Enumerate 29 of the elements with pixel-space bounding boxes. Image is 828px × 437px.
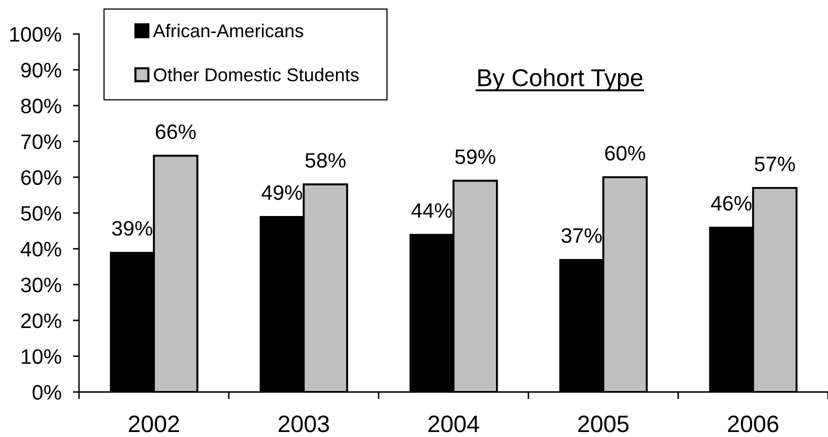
data-label: 57%: [754, 156, 795, 172]
y-tick-label: 0%: [32, 385, 62, 400]
y-tick-label: 30%: [21, 278, 62, 292]
data-label: 44%: [411, 203, 452, 218]
x-tick-label: 2004: [428, 416, 480, 432]
y-tick-label: 10%: [22, 349, 62, 364]
x-tick-label: 2005: [578, 416, 629, 432]
y-tick-label: 80%: [21, 98, 62, 114]
text: By Cohort Type: [478, 68, 642, 92]
data-label: 49%: [262, 185, 302, 200]
y-tick-label: 40%: [20, 242, 62, 257]
data-label: 46%: [711, 196, 752, 211]
y-tick-label: 20%: [21, 313, 62, 328]
data-label: 39%: [112, 221, 152, 236]
legend-label: African-Americans: [153, 24, 304, 38]
data-label: 59%: [455, 149, 496, 164]
data-label: 60%: [605, 146, 646, 161]
y-tick-label: 70%: [21, 134, 62, 150]
x-tick-label: 2002: [128, 416, 179, 432]
y-tick-label: 90%: [21, 62, 62, 78]
legend-label: Other Domestic Students: [154, 68, 359, 82]
data-label: 37%: [562, 228, 602, 243]
x-tick-label: 2003: [278, 416, 329, 432]
y-tick-label: 100%: [10, 27, 62, 42]
y-tick-label: 50%: [21, 206, 62, 221]
data-label: 66%: [156, 124, 196, 140]
y-tick-label: 60%: [21, 170, 62, 185]
x-tick-label: 2006: [728, 416, 778, 432]
data-label: 58%: [305, 152, 346, 168]
